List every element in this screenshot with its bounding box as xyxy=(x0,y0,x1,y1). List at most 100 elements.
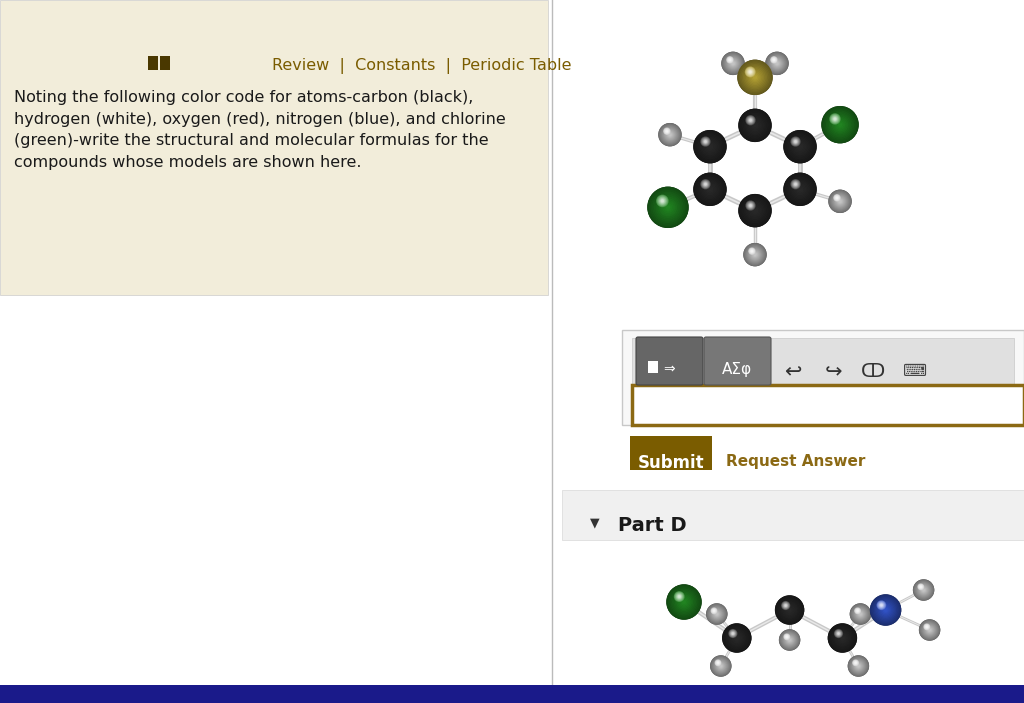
Circle shape xyxy=(779,630,800,650)
Circle shape xyxy=(675,592,684,601)
Circle shape xyxy=(752,250,753,252)
Circle shape xyxy=(837,631,841,636)
Circle shape xyxy=(749,248,755,254)
Circle shape xyxy=(837,122,843,128)
Circle shape xyxy=(695,174,725,204)
Circle shape xyxy=(922,622,937,638)
Circle shape xyxy=(727,628,746,647)
Circle shape xyxy=(925,624,929,629)
Circle shape xyxy=(729,630,745,646)
Circle shape xyxy=(829,114,851,135)
Circle shape xyxy=(750,71,752,73)
Circle shape xyxy=(701,137,710,146)
Circle shape xyxy=(746,69,764,86)
Circle shape xyxy=(708,187,713,192)
Circle shape xyxy=(699,179,721,200)
Circle shape xyxy=(659,198,666,205)
Circle shape xyxy=(702,138,718,155)
Circle shape xyxy=(710,607,724,621)
Circle shape xyxy=(792,138,808,155)
Circle shape xyxy=(766,52,788,75)
Circle shape xyxy=(658,198,678,217)
Circle shape xyxy=(749,118,753,122)
Circle shape xyxy=(705,141,716,152)
Circle shape xyxy=(830,114,840,124)
Circle shape xyxy=(748,69,753,75)
Circle shape xyxy=(696,134,723,160)
Circle shape xyxy=(914,581,933,599)
FancyBboxPatch shape xyxy=(705,337,771,385)
Circle shape xyxy=(792,180,800,188)
Circle shape xyxy=(754,253,757,257)
Circle shape xyxy=(677,594,682,600)
Circle shape xyxy=(854,662,862,670)
Circle shape xyxy=(788,609,791,611)
Circle shape xyxy=(834,195,840,201)
Circle shape xyxy=(732,633,733,634)
Circle shape xyxy=(837,197,838,198)
Circle shape xyxy=(749,119,762,132)
Circle shape xyxy=(855,608,860,614)
Circle shape xyxy=(751,250,760,259)
Circle shape xyxy=(712,609,716,613)
Circle shape xyxy=(922,621,938,638)
Circle shape xyxy=(694,174,726,205)
Circle shape xyxy=(788,177,812,201)
Circle shape xyxy=(786,134,813,160)
Circle shape xyxy=(798,187,803,192)
Circle shape xyxy=(715,660,721,666)
Circle shape xyxy=(767,53,787,73)
Circle shape xyxy=(775,596,804,624)
Circle shape xyxy=(731,62,735,65)
Circle shape xyxy=(699,136,721,157)
Circle shape xyxy=(855,609,860,613)
Circle shape xyxy=(753,123,758,128)
Circle shape xyxy=(702,181,709,187)
Circle shape xyxy=(825,110,855,140)
Bar xyxy=(632,385,1024,425)
Circle shape xyxy=(739,195,771,226)
Circle shape xyxy=(880,604,892,617)
Circle shape xyxy=(744,244,766,266)
Circle shape xyxy=(829,191,851,212)
Circle shape xyxy=(836,631,849,645)
Circle shape xyxy=(926,626,928,628)
Circle shape xyxy=(723,53,743,73)
Circle shape xyxy=(660,199,665,203)
Circle shape xyxy=(792,137,800,146)
Circle shape xyxy=(712,608,717,614)
Circle shape xyxy=(830,192,849,210)
Circle shape xyxy=(927,626,928,627)
Circle shape xyxy=(927,628,932,633)
Circle shape xyxy=(785,635,788,638)
Circle shape xyxy=(878,601,886,610)
Circle shape xyxy=(859,612,862,616)
Circle shape xyxy=(782,603,797,617)
Circle shape xyxy=(744,244,766,266)
Circle shape xyxy=(785,605,786,606)
Circle shape xyxy=(783,634,796,646)
Circle shape xyxy=(734,636,739,640)
Bar xyxy=(622,330,1024,425)
Circle shape xyxy=(839,200,841,202)
Circle shape xyxy=(854,662,857,664)
Circle shape xyxy=(750,120,752,121)
Circle shape xyxy=(880,603,883,607)
Text: Express your answer as a chemical formula.: Express your answer as a chemical formul… xyxy=(630,330,1024,348)
Circle shape xyxy=(751,207,759,214)
Circle shape xyxy=(837,632,840,635)
Circle shape xyxy=(649,189,686,226)
Circle shape xyxy=(839,200,842,203)
Circle shape xyxy=(741,198,768,224)
Circle shape xyxy=(713,609,716,612)
Circle shape xyxy=(711,656,731,676)
Circle shape xyxy=(729,58,731,61)
Circle shape xyxy=(870,595,900,625)
Circle shape xyxy=(876,600,896,620)
Circle shape xyxy=(835,195,840,200)
Circle shape xyxy=(925,625,935,635)
Circle shape xyxy=(750,250,754,253)
Circle shape xyxy=(739,62,771,93)
Circle shape xyxy=(746,246,763,263)
Circle shape xyxy=(664,128,677,141)
